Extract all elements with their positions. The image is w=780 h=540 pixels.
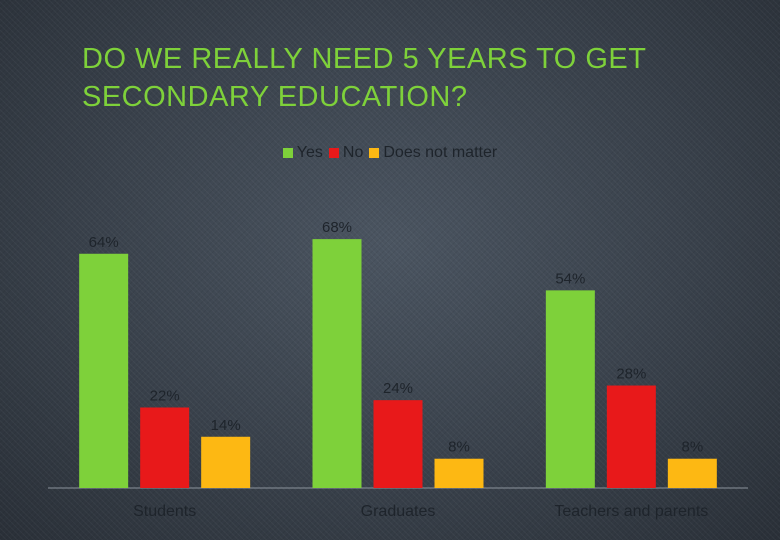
data-label-yes: 54% — [555, 270, 585, 287]
bar-does-not-matter — [667, 458, 717, 488]
data-label-no: 28% — [616, 366, 646, 383]
legend-label-no: No — [342, 144, 364, 161]
slide-title: DO WE REALLY NEED 5 YEARS TO GET SECONDA… — [82, 43, 646, 113]
data-label-does-not-matter: 8% — [448, 439, 470, 456]
legend-swatch-yes — [282, 148, 293, 158]
data-label-no: 24% — [383, 380, 413, 397]
data-label-yes: 64% — [89, 234, 119, 251]
legend-label-does-not-matter: Does not matter — [383, 144, 498, 161]
bar-no — [373, 400, 423, 488]
bar-yes — [79, 253, 129, 488]
bar-does-not-matter — [434, 458, 484, 488]
data-label-does-not-matter: 14% — [211, 417, 241, 434]
category-label: Students — [133, 503, 196, 520]
bar-yes — [545, 290, 595, 488]
legend-swatch-does-not-matter — [369, 148, 380, 158]
legend-item-no: No — [328, 144, 364, 162]
legend-item-yes: Yes — [282, 144, 323, 162]
data-label-does-not-matter: 8% — [681, 439, 703, 456]
data-label-no: 22% — [150, 387, 180, 404]
category-label: Teachers and parents — [554, 503, 708, 520]
legend-label-yes: Yes — [296, 144, 323, 161]
data-label-yes: 68% — [322, 219, 352, 236]
legend-item-does-not-matter: Does not matter — [369, 144, 497, 162]
bar-no — [606, 385, 656, 488]
legend-swatch-no — [328, 148, 339, 158]
chart-legend: Yes No Does not matter — [0, 144, 780, 162]
bar-does-not-matter — [201, 436, 251, 488]
bar-yes — [312, 239, 362, 488]
category-label: Graduates — [361, 503, 436, 520]
bar-no — [140, 407, 190, 488]
